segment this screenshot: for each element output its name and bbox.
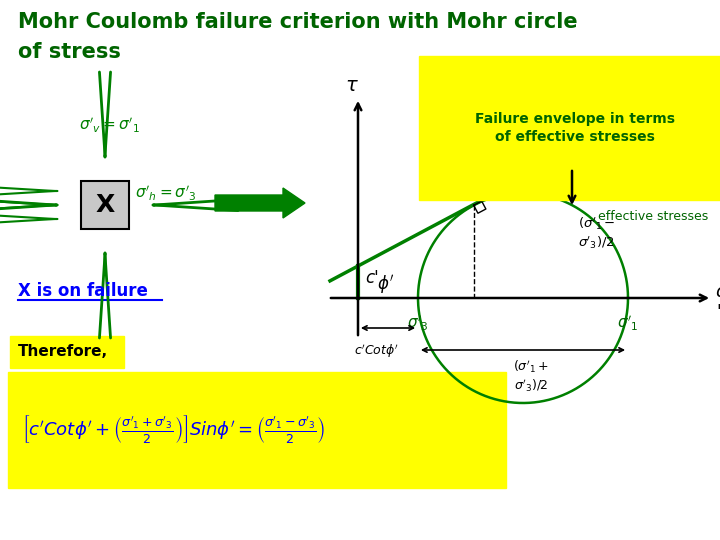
- Text: $(\sigma'_1-$
$\sigma'_3)/2$: $(\sigma'_1-$ $\sigma'_3)/2$: [578, 215, 616, 251]
- Text: effective stresses: effective stresses: [598, 210, 708, 222]
- Text: $\sigma'_1$: $\sigma'_1$: [617, 314, 639, 333]
- Text: Failure envelope in terms
of effective stresses: Failure envelope in terms of effective s…: [475, 112, 675, 144]
- Text: Mohr Coulomb failure criterion with Mohr circle: Mohr Coulomb failure criterion with Mohr…: [18, 12, 577, 32]
- Text: c': c': [365, 269, 379, 287]
- FancyBboxPatch shape: [81, 181, 129, 229]
- Text: $\sigma$: $\sigma$: [715, 283, 720, 301]
- FancyArrow shape: [215, 188, 305, 218]
- Text: $\tau$: $\tau$: [345, 76, 359, 95]
- Text: of stress: of stress: [18, 42, 121, 62]
- Text: $(\sigma'_1+$
$\sigma'_3)/2$: $(\sigma'_1+$ $\sigma'_3)/2$: [513, 358, 549, 394]
- Text: $\sigma'_3$: $\sigma'_3$: [407, 314, 429, 333]
- Text: $\sigma'_v = \sigma'_1$: $\sigma'_v = \sigma'_1$: [79, 116, 140, 135]
- Text: $\left[c'Cot\phi'+\left(\frac{\sigma'_1+\sigma'_3}{2}\right)\right]Sin\phi'=\lef: $\left[c'Cot\phi'+\left(\frac{\sigma'_1+…: [22, 414, 325, 446]
- Text: $\sigma'_h = \sigma'_3$: $\sigma'_h = \sigma'_3$: [135, 184, 197, 202]
- Text: $c' Cot\phi'$: $c' Cot\phi'$: [354, 342, 399, 360]
- FancyBboxPatch shape: [10, 336, 124, 368]
- Text: X: X: [95, 193, 114, 217]
- Text: ': ': [716, 303, 720, 321]
- Text: $\phi'$: $\phi'$: [377, 273, 395, 295]
- FancyBboxPatch shape: [8, 372, 506, 488]
- Text: X is on failure: X is on failure: [18, 282, 148, 300]
- Text: Therefore,: Therefore,: [18, 345, 108, 360]
